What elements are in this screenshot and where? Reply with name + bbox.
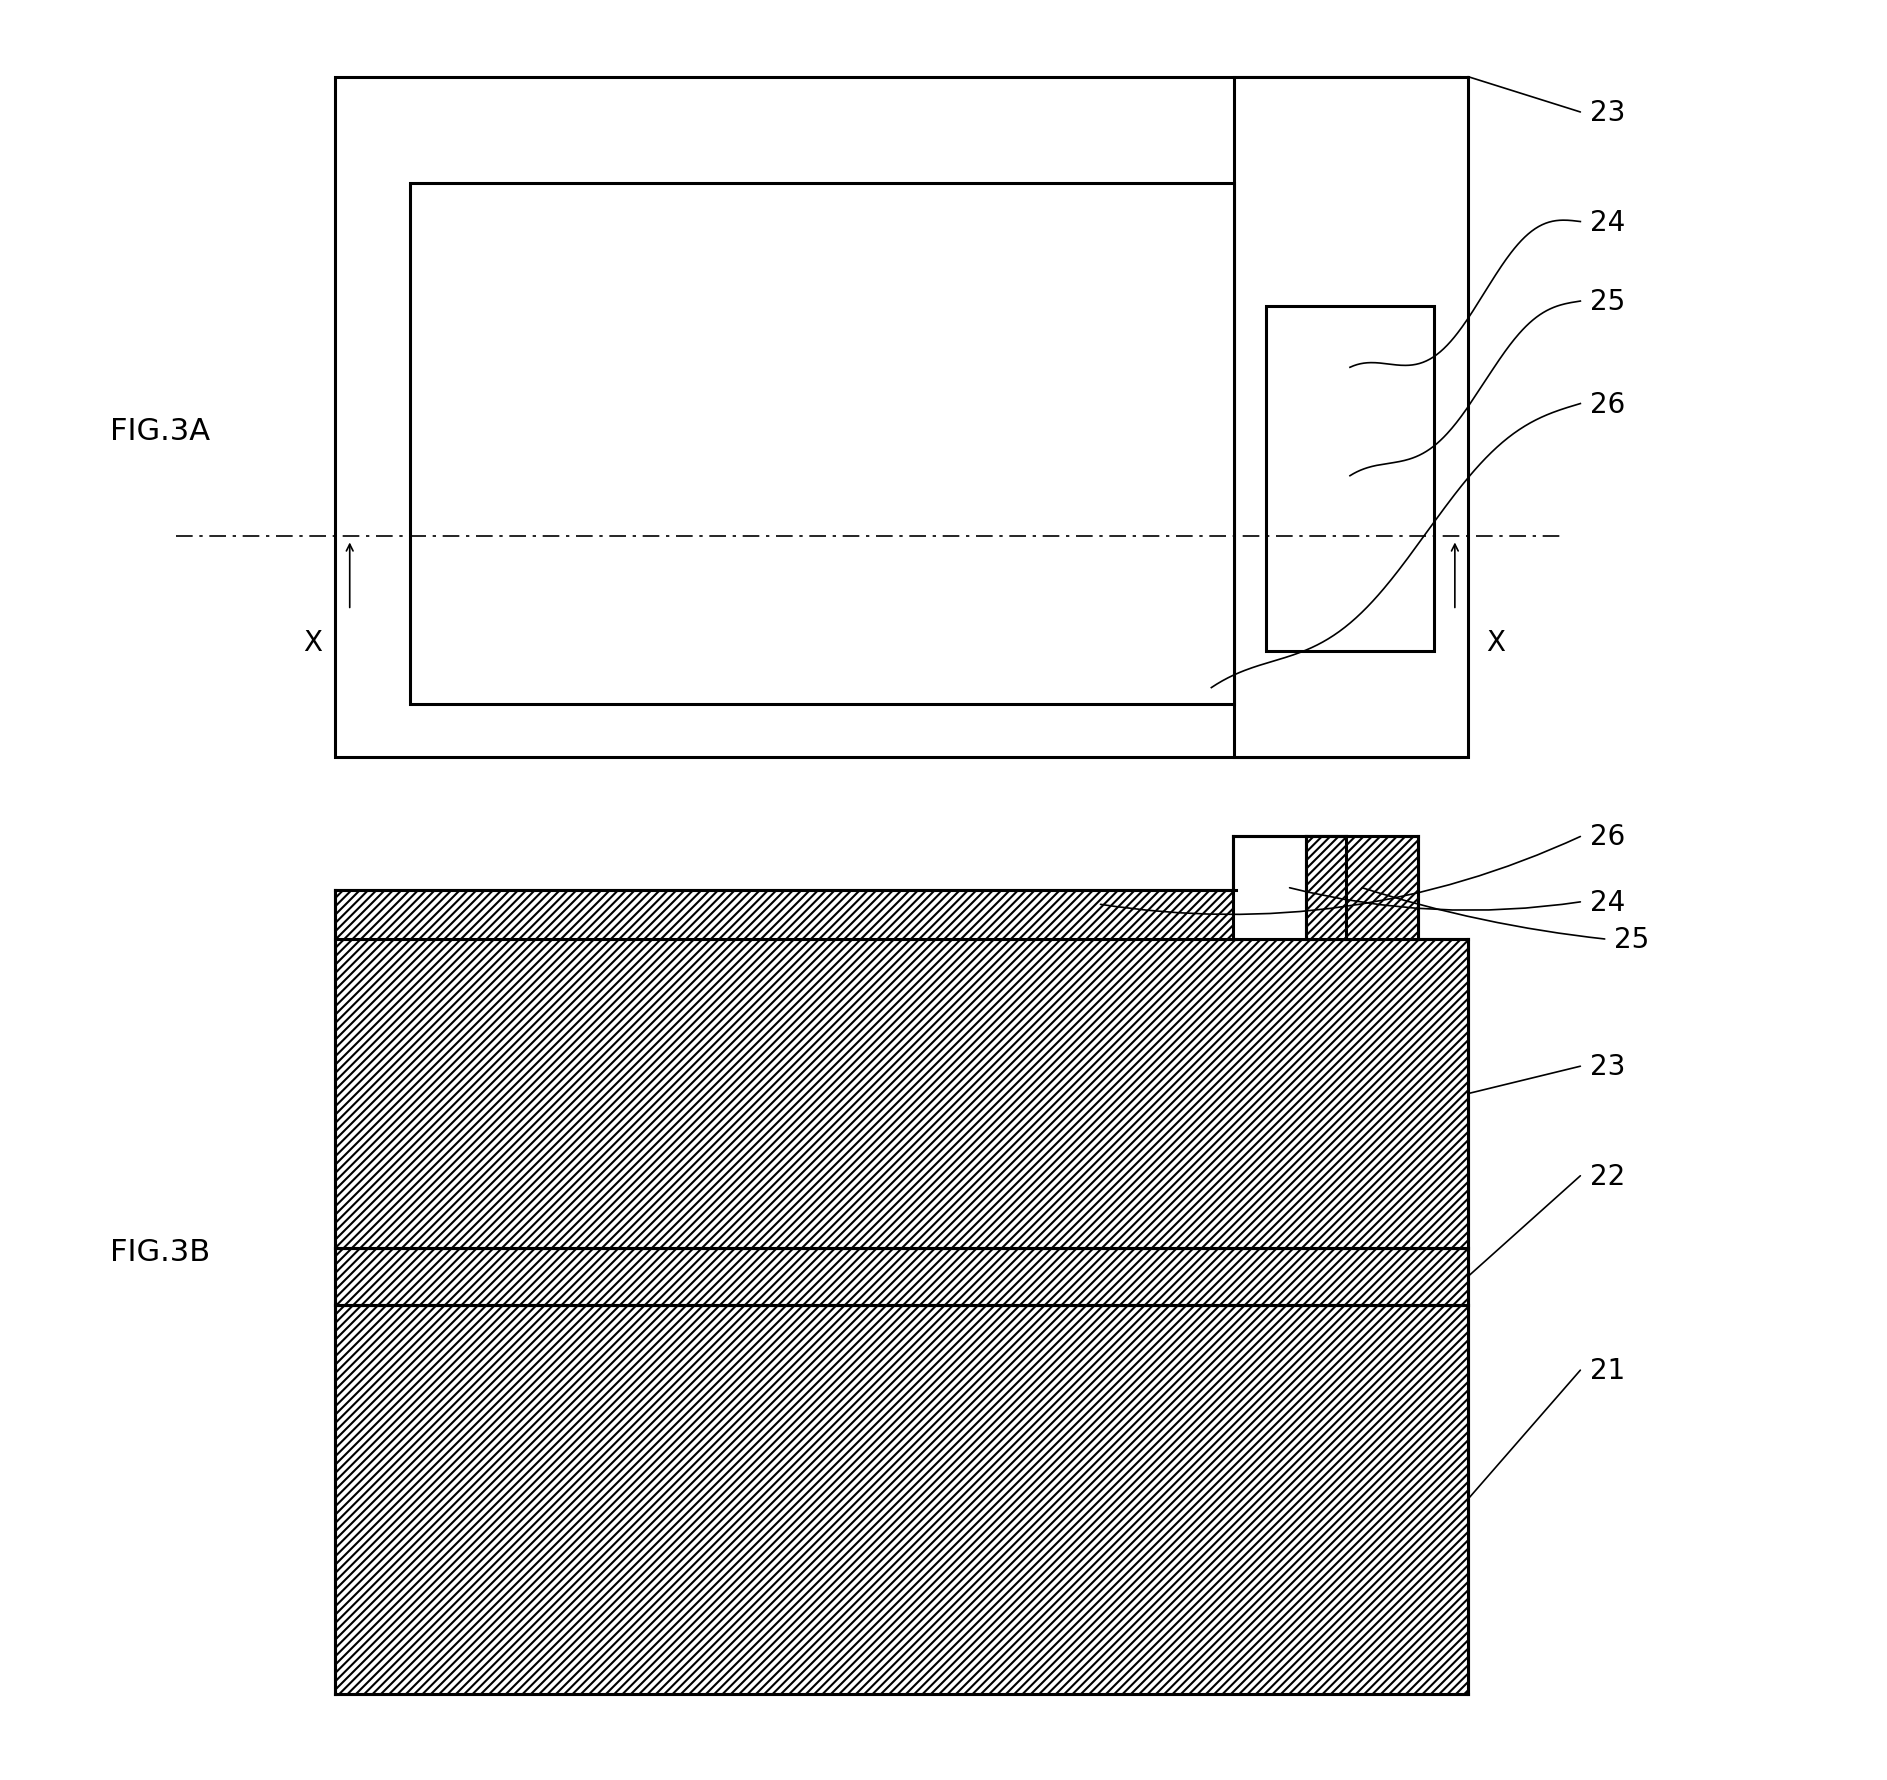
Text: FIG.3B: FIG.3B [109,1237,209,1267]
Bar [334,890,1236,940]
Bar [334,1248,1468,1305]
Bar [334,1305,1468,1693]
Text: 25: 25 [1589,288,1625,315]
Text: 24: 24 [1589,888,1625,917]
Text: FIG.3A: FIG.3A [109,417,209,445]
Bar [334,940,1468,1248]
Text: 24: 24 [1589,208,1625,237]
Bar [1234,837,1345,940]
Text: 26: 26 [1589,390,1625,418]
Bar [334,940,1468,1248]
Text: 21: 21 [1589,1356,1625,1385]
Text: 25: 25 [1613,926,1649,954]
Bar [334,890,1236,940]
Bar [334,1305,1468,1693]
Text: X: X [302,628,323,657]
Text: 26: 26 [1589,822,1625,851]
Bar [1306,837,1419,940]
Text: 23: 23 [1589,1052,1625,1080]
Bar [1234,78,1468,758]
Bar [1266,308,1434,651]
Bar [334,1248,1468,1305]
Text: 23: 23 [1589,100,1625,126]
Bar [409,183,1234,705]
Bar [1306,837,1419,940]
Text: 22: 22 [1589,1162,1625,1191]
Text: X: X [1487,628,1506,657]
Bar [334,78,1459,758]
